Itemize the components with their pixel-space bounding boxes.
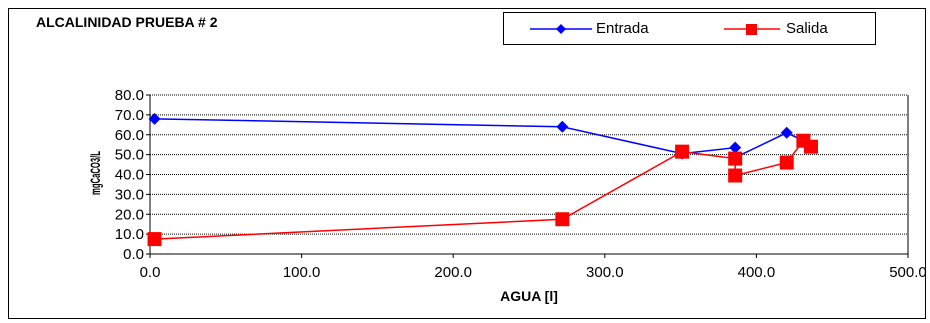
series-line: [154, 139, 812, 240]
legend: Entrada Salida: [503, 12, 876, 45]
legend-swatch-salida: [724, 24, 780, 35]
x-tick-label: 0.0: [140, 264, 161, 281]
y-tick-label: 50.0: [115, 147, 144, 164]
y-tick-label: 20.0: [115, 206, 144, 223]
data-point: [779, 155, 794, 170]
data-point: [780, 126, 793, 139]
data-point: [147, 232, 162, 247]
y-tick-label: 60.0: [115, 127, 144, 144]
data-point: [148, 112, 161, 125]
series-salida: [147, 133, 818, 247]
data-point: [675, 144, 690, 159]
y-tick-label: 40.0: [115, 167, 144, 184]
x-tick-label: 200.0: [434, 264, 472, 281]
x-axis-title: AGUA [l]: [500, 288, 558, 304]
y-axis-title: mgCaCO3/L: [87, 151, 103, 195]
legend-label-salida: Salida: [786, 20, 828, 37]
series-line: [154, 118, 812, 159]
y-tick-label: 80.0: [115, 87, 144, 104]
chart-title: ALCALINIDAD PRUEBA # 2: [36, 14, 218, 30]
data-point: [556, 120, 569, 133]
y-tick-label: 10.0: [115, 226, 144, 243]
data-point: [555, 212, 570, 227]
data-point: [728, 151, 743, 166]
x-tick-label: 400.0: [738, 264, 776, 281]
x-tick-label: 500.0: [889, 264, 927, 281]
y-tick-label: 0.0: [123, 246, 144, 263]
y-tick-label: 30.0: [115, 186, 144, 203]
data-point: [803, 139, 818, 154]
x-tick-label: 300.0: [586, 264, 624, 281]
data-point: [728, 168, 743, 183]
data-point: [729, 141, 742, 154]
chart-frame: [8, 8, 926, 319]
x-tick-label: 100.0: [283, 264, 321, 281]
legend-swatches: [530, 24, 780, 35]
y-tick-label: 70.0: [115, 107, 144, 124]
legend-swatch-entrada: [530, 24, 592, 34]
legend-label-entrada: Entrada: [596, 20, 649, 37]
